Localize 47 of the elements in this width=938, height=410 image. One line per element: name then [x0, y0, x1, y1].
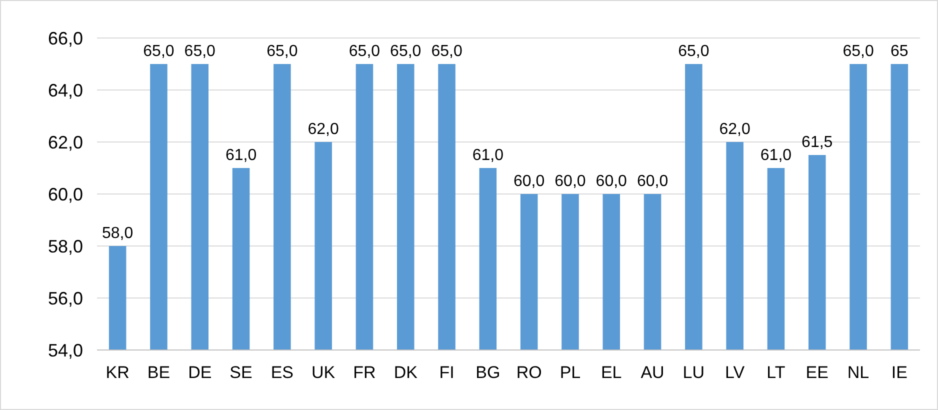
y-tick-label: 54,0 [48, 340, 83, 360]
data-label: 61,0 [472, 147, 504, 164]
data-label: 65,0 [184, 43, 216, 60]
data-label: 61,0 [225, 147, 257, 164]
x-tick-label: AU [640, 363, 664, 382]
data-label: 65,0 [143, 43, 174, 60]
x-tick-label: BE [147, 363, 170, 382]
y-tick-label: 62,0 [48, 132, 83, 152]
data-label: 65,0 [348, 43, 380, 60]
x-tick-label: EE [806, 363, 828, 382]
data-label: 58,0 [102, 225, 134, 242]
data-label: 61,5 [802, 134, 833, 151]
y-tick-label: 60,0 [48, 184, 83, 204]
y-tick-label: 56,0 [48, 288, 83, 308]
x-tick-label: FR [353, 363, 376, 382]
x-tick-label: DK [394, 363, 418, 382]
x-tick-label: EL [600, 363, 622, 382]
data-label: 62,0 [308, 121, 339, 138]
data-label: 65,0 [390, 43, 422, 60]
x-tick-label: LT [766, 363, 786, 382]
x-tick-label: UK [312, 363, 336, 382]
y-tick-label: 58,0 [48, 236, 83, 256]
data-label: 60,0 [514, 173, 545, 190]
x-tick-label: LU [682, 363, 705, 382]
x-tick-label: NL [847, 363, 870, 382]
data-label: 62,0 [719, 121, 750, 138]
x-tick-label: PL [560, 363, 581, 382]
y-tick-label: 64,0 [48, 80, 83, 100]
x-tick-label: RO [516, 363, 542, 382]
x-tick-label: ES [270, 363, 294, 382]
data-label: 65,0 [266, 43, 298, 60]
x-tick-label: BG [476, 363, 500, 382]
data-label: 65,0 [431, 43, 462, 60]
x-tick-label: DE [188, 363, 212, 382]
y-tick-label: 66,0 [48, 28, 83, 48]
data-label: 65,0 [842, 43, 874, 60]
x-tick-label: LV [725, 363, 746, 382]
data-label: 61,0 [760, 147, 792, 164]
x-tick-label: FI [439, 363, 454, 382]
data-label: 60,0 [554, 173, 586, 190]
data-label: 60,0 [596, 173, 628, 190]
data-label: 65 [890, 43, 908, 60]
x-tick-label: SE [230, 363, 252, 382]
data-label: 60,0 [636, 173, 668, 190]
x-tick-label: KR [106, 363, 130, 382]
x-tick-label: IE [891, 363, 908, 382]
data-label: 65,0 [678, 43, 710, 60]
